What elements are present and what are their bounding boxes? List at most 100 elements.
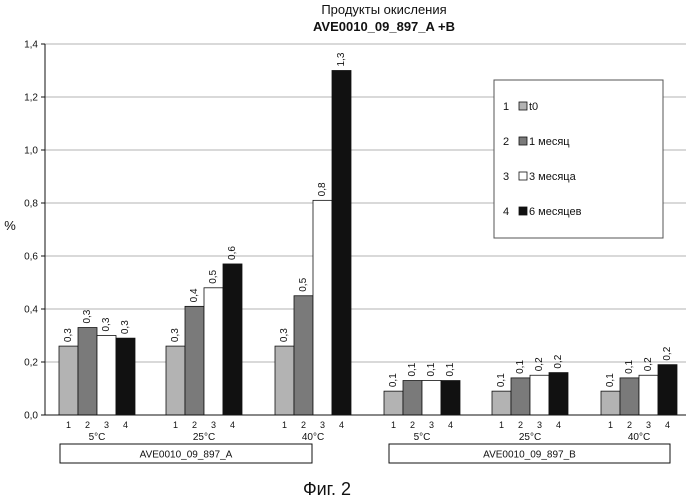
bar-number-label: 4 bbox=[230, 420, 235, 430]
data-label: 0,1 bbox=[605, 373, 616, 387]
data-label: 0,2 bbox=[662, 346, 673, 360]
bar bbox=[403, 381, 422, 415]
bar-number-label: 1 bbox=[173, 420, 178, 430]
chart-subtitle: AVE0010_09_897_A +B bbox=[313, 19, 455, 34]
y-tick-label: 0,2 bbox=[24, 358, 38, 369]
bar-number-label: 1 bbox=[282, 420, 287, 430]
legend-swatch bbox=[519, 207, 527, 215]
temperature-label: 40°C bbox=[302, 432, 324, 443]
bar bbox=[422, 381, 441, 415]
legend-label: 3 месяца bbox=[529, 171, 577, 183]
category-labels: 1 2 3 4 5°C 1 2 3 4 25°C 1 2 3 4 40°C 1 2 3 4 5°C 1 2 3 4 25°C 1 2… bbox=[66, 420, 670, 443]
temperature-label: 25°C bbox=[519, 432, 541, 443]
data-label: 0,3 bbox=[82, 309, 93, 323]
bar-number-label: 1 bbox=[499, 420, 504, 430]
bar bbox=[116, 338, 135, 415]
bar-number-label: 4 bbox=[339, 420, 344, 430]
bar bbox=[658, 365, 677, 415]
bar-number-label: 4 bbox=[448, 420, 453, 430]
data-label: 1,3 bbox=[336, 52, 347, 66]
data-label: 0,5 bbox=[208, 269, 219, 283]
bar-number-label: 3 bbox=[104, 420, 109, 430]
legend-label: 1 месяц bbox=[529, 136, 570, 148]
group-label: AVE0010_09_897_B bbox=[483, 450, 576, 461]
bar-number-label: 3 bbox=[320, 420, 325, 430]
bar-number-label: 2 bbox=[301, 420, 306, 430]
legend-swatch bbox=[519, 137, 527, 145]
bar bbox=[204, 288, 223, 415]
figure-caption: Фиг. 2 bbox=[303, 479, 351, 499]
data-label: 0,3 bbox=[101, 317, 112, 331]
bar bbox=[223, 264, 242, 415]
legend-number: 1 bbox=[503, 101, 509, 113]
legend-number: 4 bbox=[503, 206, 509, 218]
bar-number-label: 2 bbox=[518, 420, 523, 430]
temperature-label: 5°C bbox=[89, 432, 106, 443]
y-tick-label: 0,8 bbox=[24, 199, 38, 210]
bar bbox=[639, 375, 658, 415]
bar-number-label: 2 bbox=[85, 420, 90, 430]
data-label: 0,2 bbox=[553, 354, 564, 368]
chart-title: Продукты окисления bbox=[321, 2, 446, 17]
group-label: AVE0010_09_897_A bbox=[140, 450, 233, 461]
bar bbox=[97, 336, 116, 416]
data-label: 0,3 bbox=[170, 328, 181, 342]
bar bbox=[275, 346, 294, 415]
legend-label: t0 bbox=[529, 101, 538, 113]
data-label: 0,1 bbox=[496, 373, 507, 387]
bar bbox=[530, 375, 549, 415]
y-tick-label: 0,0 bbox=[24, 411, 38, 422]
bar-number-label: 4 bbox=[123, 420, 128, 430]
data-label: 0,1 bbox=[388, 373, 399, 387]
bar bbox=[185, 306, 204, 415]
bar-number-label: 1 bbox=[608, 420, 613, 430]
bar-number-label: 2 bbox=[410, 420, 415, 430]
bar-number-label: 3 bbox=[646, 420, 651, 430]
data-label: 0,5 bbox=[298, 277, 309, 291]
bar bbox=[78, 328, 97, 415]
bar bbox=[441, 381, 460, 415]
data-label: 0,1 bbox=[407, 362, 418, 376]
y-tick-label: 1,0 bbox=[24, 146, 38, 157]
bar bbox=[332, 71, 351, 416]
bar bbox=[313, 200, 332, 415]
bar bbox=[601, 391, 620, 415]
data-label: 0,1 bbox=[515, 360, 526, 374]
bar bbox=[620, 378, 639, 415]
bar-number-label: 3 bbox=[211, 420, 216, 430]
data-label: 0,3 bbox=[63, 328, 74, 342]
bar-number-label: 3 bbox=[429, 420, 434, 430]
data-label: 0,1 bbox=[445, 362, 456, 376]
bar-number-label: 2 bbox=[627, 420, 632, 430]
temperature-label: 25°C bbox=[193, 432, 215, 443]
y-tick-label: 1,4 bbox=[24, 40, 38, 51]
bar bbox=[294, 296, 313, 415]
y-tick-label: 0,4 bbox=[24, 305, 38, 316]
legend-swatch bbox=[519, 172, 527, 180]
bar-number-label: 1 bbox=[391, 420, 396, 430]
bar-number-label: 1 bbox=[66, 420, 71, 430]
y-tick-label: 0,6 bbox=[24, 252, 38, 263]
legend-swatch bbox=[519, 102, 527, 110]
y-tick-label: 1,2 bbox=[24, 93, 38, 104]
y-tick-labels: 0,0 0,2 0,4 0,6 0,8 1,0 1,2 1,4 bbox=[24, 40, 38, 422]
bar-number-label: 2 bbox=[192, 420, 197, 430]
bar bbox=[549, 373, 568, 415]
bar bbox=[384, 391, 403, 415]
data-label: 0,8 bbox=[317, 182, 328, 196]
data-label: 0,1 bbox=[624, 360, 635, 374]
bar bbox=[492, 391, 511, 415]
data-label: 0,1 bbox=[426, 362, 437, 376]
group-labels: AVE0010_09_897_A AVE0010_09_897_B bbox=[60, 444, 670, 463]
legend-number: 3 bbox=[503, 171, 509, 183]
legend: 1t021 месяц33 месяца46 месяцев bbox=[494, 80, 663, 238]
legend-label: 6 месяцев bbox=[529, 206, 582, 218]
y-axis-label: % bbox=[4, 218, 16, 233]
bar bbox=[511, 378, 530, 415]
temperature-label: 5°C bbox=[414, 432, 431, 443]
bar bbox=[166, 346, 185, 415]
data-label: 0,4 bbox=[189, 288, 200, 302]
data-label: 0,2 bbox=[534, 357, 545, 371]
bar-number-label: 4 bbox=[556, 420, 561, 430]
